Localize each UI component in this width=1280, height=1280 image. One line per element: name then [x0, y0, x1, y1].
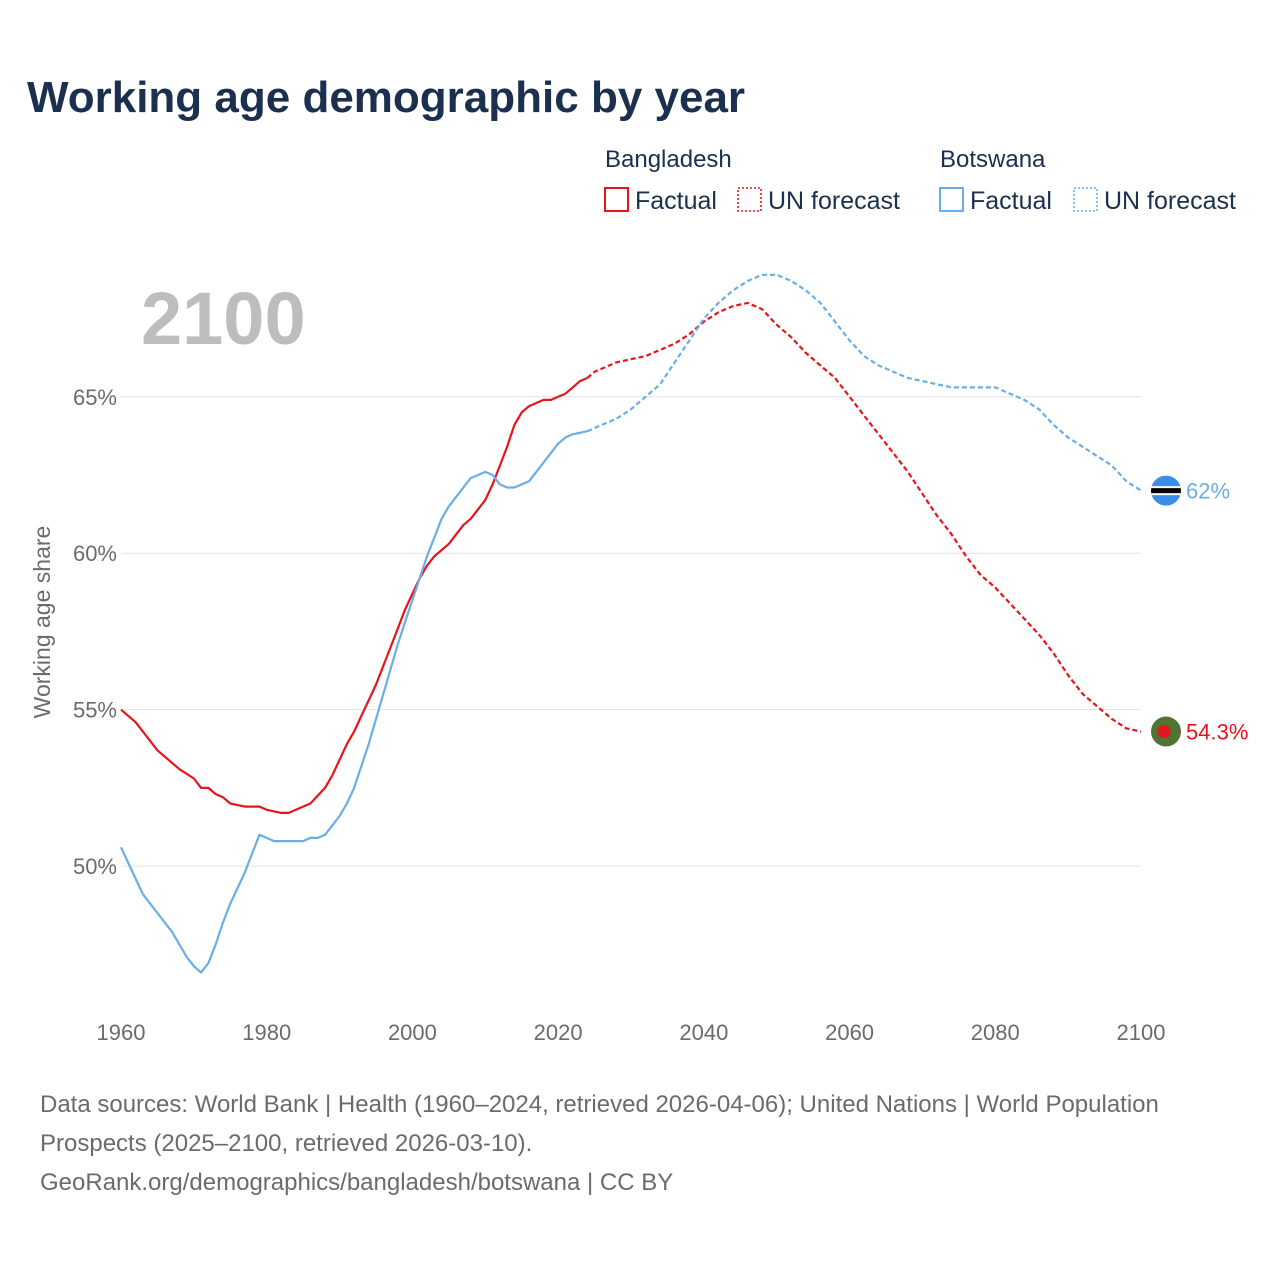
legend-label-botswana-factual: Factual	[970, 187, 1052, 215]
legend-group-bangladesh: Bangladesh	[605, 146, 732, 173]
y-tick-label: 55%	[73, 698, 117, 723]
x-tick-label: 2040	[679, 1020, 728, 1045]
x-tick-label: 1960	[97, 1020, 146, 1045]
y-tick-label: 60%	[73, 541, 117, 566]
series-line-bangladesh-forecast	[586, 301, 1142, 733]
legend-swatch-bangladesh-factual	[604, 187, 629, 212]
y-axis-ticks: 50% 55% 60% 65%	[73, 385, 117, 879]
legend-swatch-botswana-forecast	[1073, 187, 1098, 212]
series-line-botswana-forecast	[586, 273, 1142, 492]
year-watermark: 2100	[141, 277, 306, 360]
series-line-bangladesh-factual	[120, 376, 588, 815]
legend-swatch-botswana-factual	[939, 187, 964, 212]
legend: Bangladesh Factual UN forecast Botswana …	[604, 146, 1236, 215]
legend-swatch-bangladesh-forecast	[737, 187, 762, 212]
chart-title: Working age demographic by year	[27, 73, 745, 122]
x-tick-label: 2000	[388, 1020, 437, 1045]
x-tick-label: 2020	[534, 1020, 583, 1045]
botswana-flag-icon	[1151, 475, 1181, 506]
footer-sources: Data sources: World Bank | Health (1960–…	[40, 1091, 1159, 1157]
bangladesh-flag-disc	[1157, 725, 1171, 739]
gridlines	[121, 396, 1141, 867]
legend-label-bangladesh-factual: Factual	[635, 187, 717, 215]
x-tick-label: 2060	[825, 1020, 874, 1045]
footer-url: GeoRank.org/demographics/bangladesh/bots…	[40, 1169, 674, 1196]
y-axis-title: Working age share	[29, 526, 55, 719]
footer: Data sources: World Bank | Health (1960–…	[40, 1085, 1220, 1202]
end-markers: 54.3% 62%	[1151, 475, 1248, 747]
legend-label-bangladesh-forecast: UN forecast	[768, 187, 900, 215]
x-axis-ticks: 1960 1980 2000 2020 2040 2060 2080 2100	[97, 1020, 1166, 1045]
legend-label-botswana-forecast: UN forecast	[1104, 187, 1236, 215]
end-value-label-bangladesh: 54.3%	[1186, 720, 1248, 745]
end-value-label-botswana: 62%	[1186, 479, 1230, 504]
x-tick-label: 1980	[242, 1020, 291, 1045]
x-tick-label: 2100	[1117, 1020, 1166, 1045]
x-tick-label: 2080	[971, 1020, 1020, 1045]
legend-group-botswana: Botswana	[940, 146, 1046, 173]
y-tick-label: 50%	[73, 854, 117, 879]
series-line-botswana-factual	[120, 430, 588, 974]
series-lines	[120, 273, 1142, 974]
botswana-flag-black-band	[1151, 488, 1181, 494]
y-tick-label: 65%	[73, 385, 117, 410]
